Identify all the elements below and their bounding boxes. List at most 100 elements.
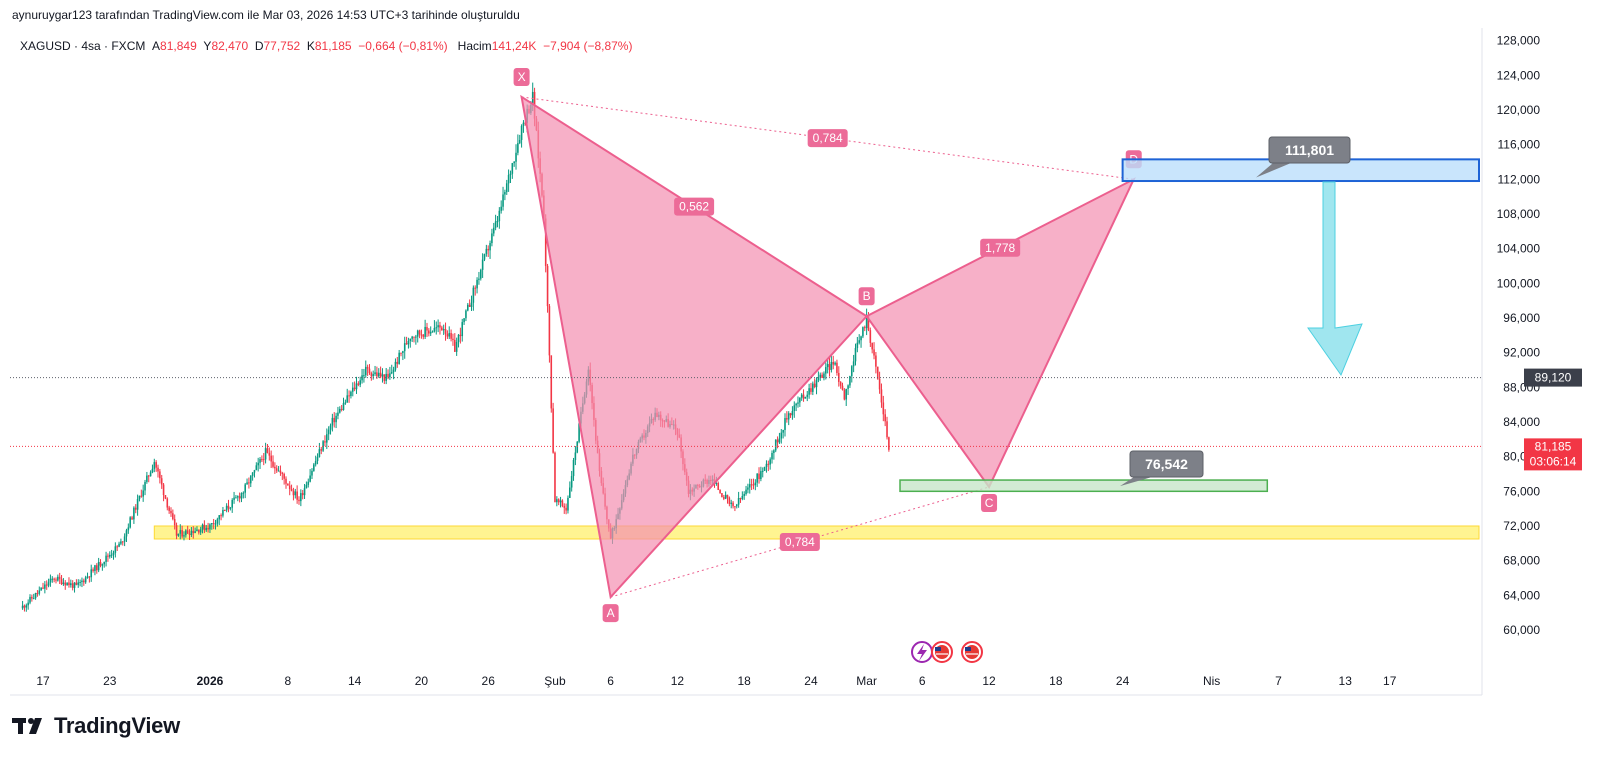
volume-label: Hacim: [457, 39, 492, 53]
price-tick-label: 120,000: [1497, 103, 1541, 117]
candle-body: [333, 417, 336, 423]
time-tick-label: 12: [671, 674, 685, 688]
candle-body: [804, 396, 807, 399]
candle-body: [760, 471, 762, 479]
candle-body: [433, 327, 436, 332]
candle-body: [314, 460, 317, 465]
candle-body: [108, 554, 111, 557]
candle-body: [92, 569, 94, 571]
symbol-name[interactable]: XAGUSD · 4sa · FXCM: [20, 39, 146, 53]
candle-body: [737, 498, 740, 505]
time-tick-label: 18: [738, 674, 752, 688]
candle-body: [177, 533, 180, 536]
candle-body: [261, 459, 263, 461]
candle-body: [765, 463, 768, 467]
candle-body: [815, 380, 818, 388]
candle-body: [131, 517, 133, 520]
candle-body: [721, 493, 723, 498]
candle-body: [359, 380, 362, 385]
price-tick-label: 64,000: [1503, 588, 1540, 602]
candle-body: [836, 362, 838, 373]
candle-body: [728, 497, 731, 504]
candle-body: [799, 397, 801, 403]
candle-body: [431, 331, 434, 333]
candle-body: [303, 488, 306, 496]
candle-body: [70, 583, 72, 586]
candle-body: [353, 387, 356, 390]
candle-body: [307, 481, 310, 485]
high-label: Y: [203, 39, 212, 53]
candle-body: [23, 605, 26, 608]
candle-body: [413, 336, 415, 338]
candle-body: [828, 364, 831, 370]
candle-body: [364, 366, 367, 376]
candle-body: [439, 325, 441, 328]
candle-body: [222, 510, 224, 516]
candle-body: [313, 464, 315, 471]
candle-body: [140, 495, 143, 497]
candle-body: [732, 502, 734, 507]
time-tick-label: 13: [1339, 674, 1353, 688]
candle-body: [466, 304, 469, 311]
open-label: A: [152, 39, 161, 53]
candle-body: [455, 341, 458, 352]
candle-body: [802, 394, 805, 399]
candle-body: [457, 334, 460, 342]
price-tick-label: 68,000: [1503, 554, 1540, 568]
candle-body: [867, 315, 870, 331]
candle-body: [147, 475, 150, 477]
candle-body: [407, 341, 410, 345]
candle-body: [422, 334, 425, 337]
candle-body: [311, 470, 313, 476]
candle-body: [513, 161, 515, 164]
target-direction-arrow: [1307, 181, 1363, 377]
time-tick-label: 24: [1116, 674, 1130, 688]
candle-body: [75, 582, 78, 585]
candle-body: [142, 490, 144, 497]
candle-body: [800, 394, 803, 398]
tradingview-logo[interactable]: TradingView: [12, 713, 180, 739]
candle-body: [778, 438, 781, 443]
flag-canton: [965, 647, 971, 651]
candle-body: [95, 565, 98, 571]
candle-body: [205, 527, 208, 531]
candle-body: [346, 395, 349, 403]
candle-body: [68, 582, 70, 586]
candle-body: [784, 418, 786, 430]
candle-body: [405, 343, 408, 345]
pattern-point-label: A: [607, 606, 615, 620]
candle-body: [125, 530, 128, 537]
candle-body: [576, 441, 579, 453]
pattern-point-label: X: [518, 70, 526, 84]
candle-body: [281, 472, 284, 474]
candle-body: [849, 376, 851, 386]
candle-body: [168, 507, 170, 511]
candle-body: [32, 598, 35, 600]
candle-body: [305, 484, 308, 489]
close-label: K: [306, 39, 315, 53]
candle-body: [376, 372, 378, 377]
candle-body: [496, 221, 499, 223]
candle-body: [274, 466, 276, 469]
candle-body: [77, 582, 80, 585]
candle-body: [563, 505, 566, 508]
candle-body: [515, 152, 517, 162]
candle-body: [548, 306, 551, 356]
candle-body: [546, 265, 549, 307]
candle-body: [255, 465, 258, 471]
candle-body: [292, 490, 295, 496]
candle-body: [843, 389, 846, 400]
candle-body: [62, 582, 65, 585]
candle-body: [175, 525, 178, 536]
candle-body: [27, 602, 29, 606]
candle-body: [428, 330, 430, 334]
candle-body: [381, 374, 384, 377]
pattern-ac-line: [610, 486, 990, 598]
candle-body: [739, 498, 742, 500]
candle-body: [262, 459, 265, 461]
candle-body: [83, 580, 85, 583]
candle-body: [249, 475, 252, 484]
candle-body: [832, 361, 835, 365]
candle-body: [396, 361, 399, 364]
